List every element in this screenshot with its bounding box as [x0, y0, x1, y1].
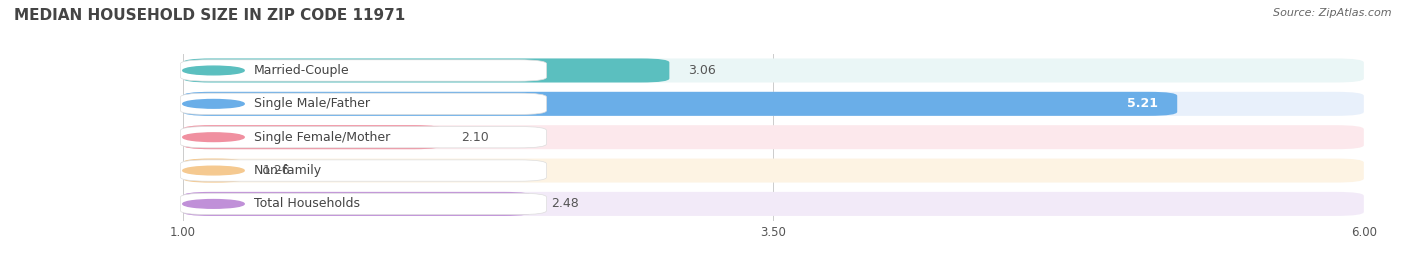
Circle shape: [183, 200, 245, 208]
FancyBboxPatch shape: [183, 192, 533, 216]
FancyBboxPatch shape: [183, 125, 1364, 149]
Text: Source: ZipAtlas.com: Source: ZipAtlas.com: [1274, 8, 1392, 18]
Circle shape: [183, 66, 245, 75]
Text: Single Male/Father: Single Male/Father: [253, 97, 370, 110]
Text: Non-family: Non-family: [253, 164, 322, 177]
FancyBboxPatch shape: [183, 158, 1364, 183]
FancyBboxPatch shape: [180, 60, 547, 81]
Text: 3.06: 3.06: [689, 64, 716, 77]
Text: 2.10: 2.10: [461, 131, 489, 144]
FancyBboxPatch shape: [183, 92, 1177, 116]
Circle shape: [183, 166, 245, 175]
Circle shape: [183, 133, 245, 141]
FancyBboxPatch shape: [183, 125, 443, 149]
FancyBboxPatch shape: [180, 126, 547, 148]
FancyBboxPatch shape: [180, 93, 547, 115]
Text: Single Female/Mother: Single Female/Mother: [253, 131, 389, 144]
FancyBboxPatch shape: [183, 92, 1364, 116]
FancyBboxPatch shape: [183, 158, 245, 183]
Text: 5.21: 5.21: [1128, 97, 1159, 110]
FancyBboxPatch shape: [180, 160, 547, 181]
FancyBboxPatch shape: [183, 58, 669, 83]
Circle shape: [183, 100, 245, 108]
FancyBboxPatch shape: [183, 58, 1364, 83]
Text: 1.26: 1.26: [263, 164, 291, 177]
Text: Total Households: Total Households: [253, 197, 360, 210]
FancyBboxPatch shape: [180, 193, 547, 215]
FancyBboxPatch shape: [183, 192, 1364, 216]
Text: 2.48: 2.48: [551, 197, 579, 210]
Text: Married-Couple: Married-Couple: [253, 64, 349, 77]
Text: MEDIAN HOUSEHOLD SIZE IN ZIP CODE 11971: MEDIAN HOUSEHOLD SIZE IN ZIP CODE 11971: [14, 8, 405, 23]
